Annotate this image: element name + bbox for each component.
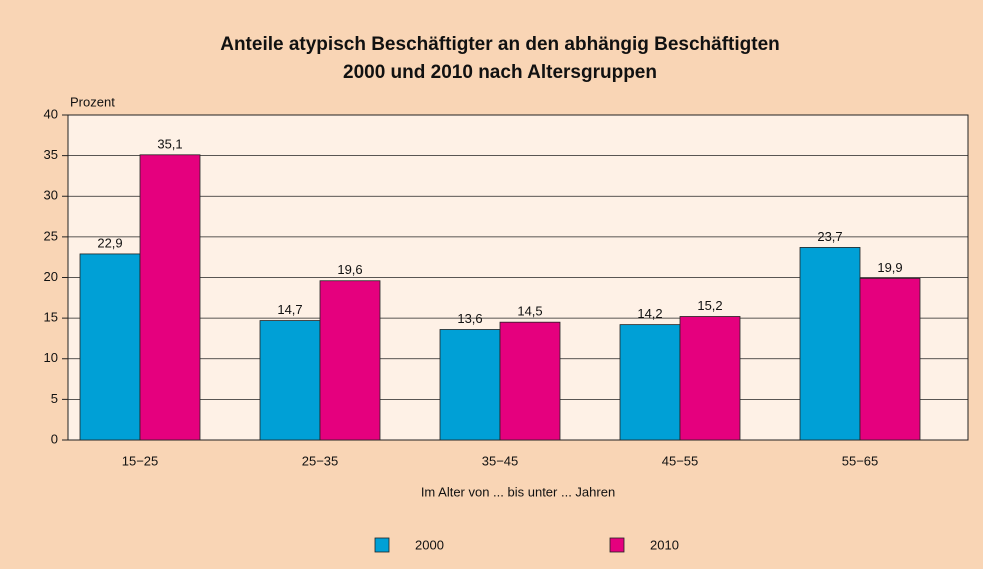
bar: [79, 253, 141, 441]
legend-swatch: [374, 537, 390, 553]
y-tick-label: 35: [44, 147, 58, 162]
bar: [799, 247, 861, 441]
y-tick-label: 5: [51, 391, 58, 406]
bar: [439, 329, 501, 441]
y-tick-label: 10: [44, 350, 58, 365]
value-label: 14,5: [517, 304, 542, 319]
value-label: 14,2: [637, 306, 662, 321]
x-tick-label: 55−65: [842, 453, 879, 468]
value-label: 35,1: [157, 136, 182, 151]
bar: [619, 324, 681, 441]
value-label: 23,7: [817, 229, 842, 244]
bar: [499, 321, 561, 441]
y-tick-label: 30: [44, 188, 58, 203]
value-label: 19,9: [877, 260, 902, 275]
bar: [259, 320, 321, 441]
value-label: 22,9: [97, 235, 122, 250]
value-label: 15,2: [697, 298, 722, 313]
y-tick-label: 15: [44, 310, 58, 325]
bar: [319, 280, 381, 441]
y-tick-label: 25: [44, 228, 58, 243]
bar: [679, 316, 741, 441]
x-tick-label: 15−25: [122, 453, 159, 468]
x-tick-label: 35−45: [482, 453, 519, 468]
x-axis-label: Im Alter von ... bis unter ... Jahren: [421, 484, 615, 499]
bar: [859, 277, 921, 441]
legend-label: 2010: [650, 537, 679, 552]
value-label: 14,7: [277, 302, 302, 317]
legend-swatch: [609, 537, 625, 553]
legend-label: 2000: [415, 537, 444, 552]
x-tick-label: 45−55: [662, 453, 699, 468]
y-tick-label: 40: [44, 106, 58, 121]
y-tick-label: 0: [51, 431, 58, 446]
y-axis-label: Prozent: [70, 94, 115, 109]
chart-title: Anteile atypisch Beschäftigter an den ab…: [220, 34, 780, 55]
value-label: 19,6: [337, 262, 362, 277]
bar: [139, 154, 201, 441]
y-tick-label: 20: [44, 269, 58, 284]
value-label: 13,6: [457, 311, 482, 326]
x-tick-label: 25−35: [302, 453, 339, 468]
chart-title: 2000 und 2010 nach Altersgruppen: [343, 62, 657, 83]
